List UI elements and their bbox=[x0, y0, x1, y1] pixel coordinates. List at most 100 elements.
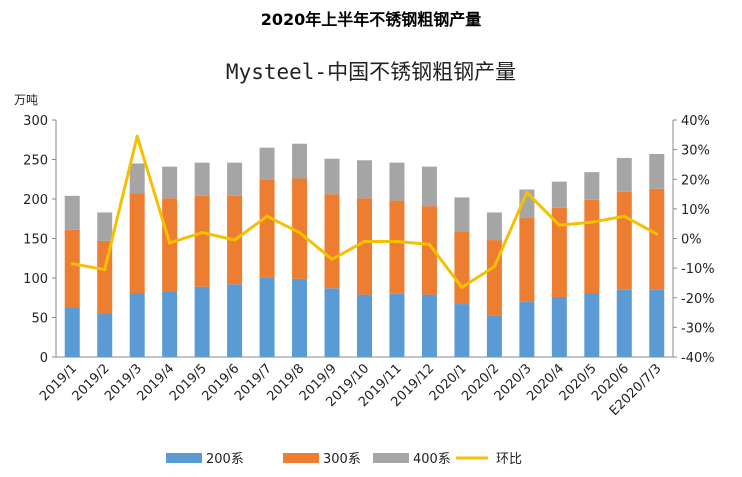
bar-200-series-2 bbox=[129, 293, 145, 357]
bar-300-series-2 bbox=[129, 193, 145, 294]
bar-200-series-3 bbox=[162, 291, 178, 357]
legend-label-1: 300系 bbox=[323, 452, 361, 467]
left-tick-label: 50 bbox=[31, 312, 48, 327]
right-tick-label: 20% bbox=[681, 173, 710, 188]
mom-change-point-8 bbox=[330, 257, 334, 261]
legend-label-2: 400系 bbox=[413, 452, 451, 467]
bar-300-series-3 bbox=[162, 198, 178, 292]
mom-change-point-1 bbox=[103, 268, 107, 272]
bar-300-series-9 bbox=[357, 198, 372, 295]
right-tick-label: -10% bbox=[681, 262, 715, 277]
legend-swatch-0 bbox=[166, 453, 202, 463]
bar-300-series-7 bbox=[292, 178, 308, 279]
bar-200-series-0 bbox=[64, 308, 80, 357]
bar-200-series-4 bbox=[194, 286, 210, 357]
mom-change-point-6 bbox=[265, 214, 269, 218]
bar-300-series-16 bbox=[584, 199, 600, 294]
bar-400-series-10 bbox=[389, 162, 405, 201]
bar-400-series-2 bbox=[129, 163, 145, 194]
bar-200-series-13 bbox=[486, 315, 502, 357]
bar-400-series-13 bbox=[486, 212, 502, 241]
mom-change-point-11 bbox=[427, 242, 431, 246]
bar-300-series-14 bbox=[519, 217, 535, 302]
bar-400-series-0 bbox=[64, 195, 80, 230]
mom-change-point-17 bbox=[622, 214, 626, 218]
legend-swatch-2 bbox=[373, 453, 409, 463]
bar-200-series-18 bbox=[649, 289, 665, 357]
mom-change-point-13 bbox=[492, 265, 496, 269]
right-axis-ticks: -40% -30% -20% -10% 0% 10% 20% 30% 40% bbox=[673, 114, 715, 366]
mom-change-point-10 bbox=[395, 239, 399, 243]
mom-change-point-7 bbox=[298, 231, 302, 235]
legend: 200系 300系 400系 环比 bbox=[166, 452, 522, 467]
mom-change-point-4 bbox=[200, 231, 204, 235]
bar-400-series-8 bbox=[324, 158, 340, 195]
right-tick-label: 40% bbox=[681, 114, 710, 129]
bar-300-series-8 bbox=[324, 194, 340, 289]
bar-200-series-9 bbox=[357, 294, 372, 357]
bar-200-series-15 bbox=[551, 296, 567, 357]
bar-400-series-9 bbox=[357, 160, 372, 199]
right-tick-label: 10% bbox=[681, 203, 710, 218]
bars-group bbox=[64, 143, 665, 357]
bar-400-series-1 bbox=[97, 212, 113, 241]
mom-change-point-5 bbox=[233, 238, 237, 242]
left-axis-ticks: 0 50 100 150 200 250 300 bbox=[23, 114, 56, 366]
bar-200-series-12 bbox=[454, 304, 470, 357]
right-tick-label: -20% bbox=[681, 292, 715, 307]
bar-300-series-17 bbox=[616, 191, 632, 290]
bar-300-series-6 bbox=[259, 179, 275, 278]
bar-200-series-11 bbox=[421, 294, 437, 357]
bar-400-series-17 bbox=[616, 157, 632, 192]
left-tick-label: 300 bbox=[23, 114, 48, 129]
bar-200-series-7 bbox=[292, 278, 308, 357]
mom-change-point-12 bbox=[460, 285, 464, 289]
bar-300-series-10 bbox=[389, 200, 405, 294]
right-tick-label: -40% bbox=[681, 351, 715, 366]
bar-200-series-8 bbox=[324, 288, 340, 357]
right-tick-label: 30% bbox=[681, 144, 710, 159]
mom-change-point-9 bbox=[363, 239, 366, 243]
left-tick-label: 250 bbox=[23, 154, 48, 169]
bar-300-series-12 bbox=[454, 231, 470, 305]
bar-400-series-11 bbox=[421, 166, 437, 207]
bar-400-series-12 bbox=[454, 197, 470, 232]
left-tick-label: 200 bbox=[23, 193, 48, 208]
bar-200-series-1 bbox=[97, 313, 113, 357]
line-series-group bbox=[70, 134, 659, 289]
legend-swatch-1 bbox=[283, 453, 319, 463]
bar-300-series-4 bbox=[194, 195, 210, 287]
bar-400-series-7 bbox=[292, 143, 308, 179]
right-tick-label: 0% bbox=[681, 233, 702, 248]
mom-change-point-16 bbox=[590, 220, 594, 224]
mom-change-point-2 bbox=[135, 134, 139, 138]
bar-400-series-6 bbox=[259, 147, 275, 180]
bar-300-series-15 bbox=[551, 207, 567, 297]
legend-label-0: 200系 bbox=[206, 452, 244, 467]
bar-300-series-0 bbox=[64, 229, 80, 309]
left-tick-label: 150 bbox=[23, 233, 48, 248]
bar-200-series-10 bbox=[389, 293, 405, 357]
bar-300-series-18 bbox=[649, 188, 665, 290]
mom-change-point-15 bbox=[557, 223, 561, 227]
left-tick-label: 100 bbox=[23, 272, 48, 287]
bar-200-series-6 bbox=[259, 277, 275, 357]
bar-400-series-16 bbox=[584, 172, 600, 200]
bar-300-series-11 bbox=[421, 206, 437, 295]
mom-change-point-18 bbox=[655, 232, 659, 236]
y-axis-unit-label: 万吨 bbox=[14, 93, 38, 107]
bar-400-series-3 bbox=[162, 166, 178, 199]
page-title: 2020年上半年不锈钢粗钢产量 bbox=[260, 10, 482, 29]
bar-200-series-14 bbox=[519, 301, 535, 357]
bar-200-series-17 bbox=[616, 289, 632, 357]
mom-change-point-3 bbox=[168, 241, 172, 245]
bar-200-series-16 bbox=[584, 293, 600, 357]
bar-400-series-18 bbox=[649, 153, 665, 189]
legend-label-3: 环比 bbox=[496, 452, 522, 467]
bar-400-series-5 bbox=[227, 162, 243, 196]
bar-400-series-4 bbox=[194, 162, 210, 196]
left-tick-label: 0 bbox=[40, 351, 48, 366]
right-tick-label: -30% bbox=[681, 321, 715, 336]
bar-400-series-15 bbox=[551, 181, 567, 208]
